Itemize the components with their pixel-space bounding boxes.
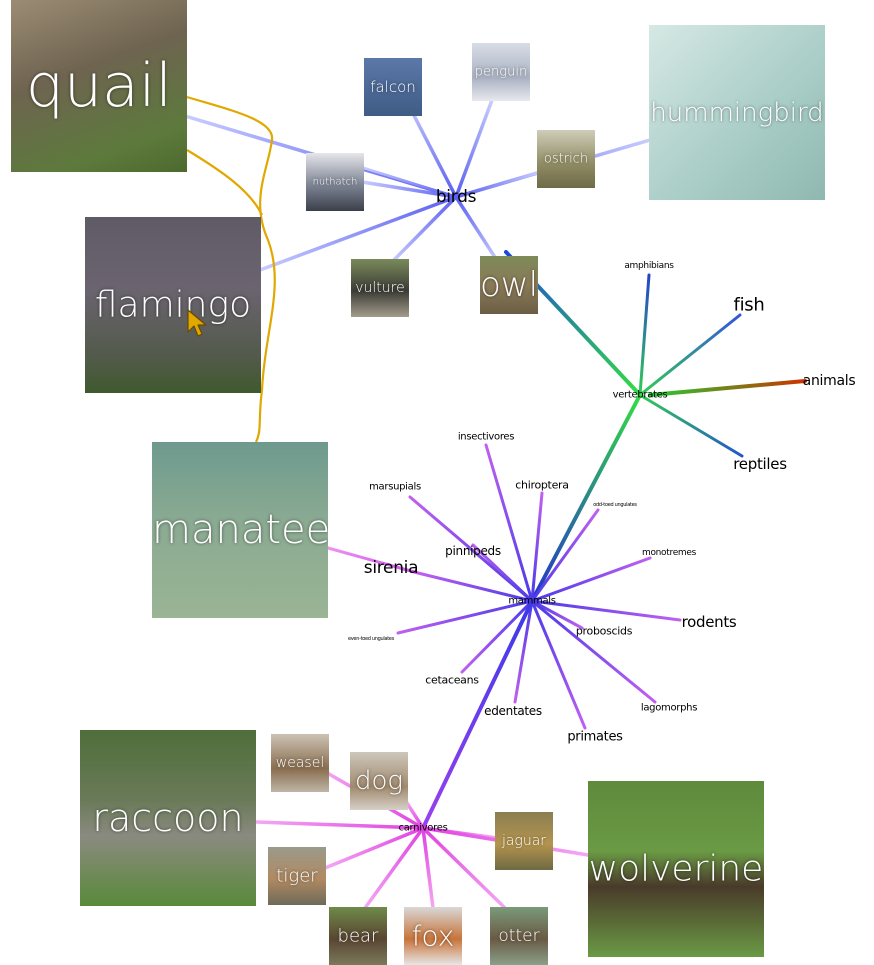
image-otter-label: otter bbox=[498, 926, 540, 946]
edge-carnivores-bear bbox=[363, 826, 425, 910]
edge-vertebrates-fish bbox=[638, 313, 742, 397]
edge-vertebrates-mammals bbox=[530, 393, 642, 603]
image-weasel[interactable]: weasel bbox=[271, 734, 329, 792]
cursor-pointer-icon bbox=[187, 309, 207, 337]
edge-mammals-primates bbox=[530, 599, 587, 730]
label-proboscids[interactable]: proboscids bbox=[575, 624, 633, 638]
edge-birds-nuthatch-2 bbox=[362, 166, 458, 199]
image-fox-label: fox bbox=[411, 919, 455, 953]
hub-carnivores[interactable]: carnivores bbox=[398, 822, 448, 834]
label-sirenia[interactable]: sirenia bbox=[363, 558, 419, 578]
image-tiger[interactable]: tiger bbox=[268, 847, 326, 905]
edge-vertebrates-animals bbox=[648, 379, 807, 397]
edge-carnivores-dog bbox=[403, 798, 425, 830]
edge-mammals-carnivores bbox=[421, 599, 534, 830]
image-vulture[interactable]: vulture bbox=[351, 259, 409, 317]
image-wolverine-label: wolverine bbox=[588, 848, 764, 890]
label-even-toed-ungulates[interactable]: even-toed ungulates bbox=[347, 636, 395, 642]
image-otter[interactable]: otter bbox=[490, 907, 548, 965]
image-jaguar-label: jaguar bbox=[501, 833, 547, 849]
label-rodents[interactable]: rodents bbox=[681, 613, 737, 631]
edge-mammals-pinnipeds bbox=[471, 543, 534, 603]
image-ostrich-label: ostrich bbox=[543, 151, 589, 167]
edge-mammals-chiroptera bbox=[530, 491, 544, 603]
image-tiger-label: tiger bbox=[276, 865, 318, 887]
edge-carnivores-fox bbox=[421, 826, 435, 910]
edge-mammals-even-toed bbox=[396, 599, 534, 635]
image-owl[interactable]: owl bbox=[480, 256, 538, 314]
edge-mammals-insectivores bbox=[484, 443, 534, 603]
edge-birds-nuthatch bbox=[360, 180, 458, 199]
edge-carnivores-raccoon bbox=[254, 820, 425, 830]
image-penguin-label: penguin bbox=[474, 64, 528, 80]
hub-birds[interactable]: birds bbox=[435, 187, 477, 207]
image-dog-label: dog bbox=[354, 766, 403, 796]
image-hummingbird[interactable]: hummingbird bbox=[649, 25, 825, 200]
image-flamingo-label: flamingo bbox=[94, 284, 252, 326]
edge-carnivores-tiger bbox=[323, 826, 425, 870]
label-edentates[interactable]: edentates bbox=[484, 704, 542, 718]
image-hummingbird-label: hummingbird bbox=[650, 97, 824, 128]
image-flamingo[interactable]: flamingo bbox=[85, 217, 261, 393]
label-lagomorphs[interactable]: lagomorphs bbox=[640, 702, 698, 714]
image-weasel-label: weasel bbox=[275, 755, 325, 771]
label-reptiles[interactable]: reptiles bbox=[733, 455, 787, 473]
edge-birds-falcon bbox=[404, 98, 458, 199]
edge-vertebrates-reptiles bbox=[638, 393, 744, 458]
image-wolverine[interactable]: wolverine bbox=[588, 781, 764, 957]
edge-mammals-manatee bbox=[326, 546, 420, 575]
image-raccoon[interactable]: raccoon bbox=[80, 730, 256, 906]
label-odd-toed-ungulates[interactable]: odd-toed ungulates bbox=[593, 502, 637, 508]
edge-birds-flamingo bbox=[258, 195, 458, 272]
label-amphibians[interactable]: amphibians bbox=[624, 261, 674, 271]
image-dog[interactable]: dog bbox=[350, 752, 408, 810]
image-vulture-label: vulture bbox=[355, 280, 405, 296]
edge-mammals-edentates bbox=[513, 599, 534, 704]
edge-birds-penguin bbox=[454, 98, 494, 199]
image-penguin[interactable]: penguin bbox=[472, 43, 530, 101]
edge-birds-ostrich bbox=[454, 170, 542, 199]
label-pinnipeds[interactable]: pinnipeds bbox=[445, 544, 501, 558]
label-fish[interactable]: fish bbox=[733, 294, 765, 316]
image-quail[interactable]: quail bbox=[11, 0, 187, 172]
edge-mammals-sirenia bbox=[416, 571, 534, 603]
label-animals[interactable]: animals bbox=[802, 373, 856, 389]
image-bear[interactable]: bear bbox=[329, 907, 387, 965]
edge-mammals-rodents bbox=[530, 599, 682, 622]
label-marsupials[interactable]: marsupials bbox=[369, 481, 421, 493]
image-nuthatch[interactable]: nuthatch bbox=[306, 153, 364, 211]
image-ostrich[interactable]: ostrich bbox=[537, 130, 595, 188]
image-raccoon-label: raccoon bbox=[92, 796, 244, 840]
edge-mammals-odd-toed bbox=[530, 508, 600, 603]
edge-mammals-proboscids bbox=[530, 599, 584, 630]
edge-vertebrates-amphibians bbox=[638, 273, 651, 397]
hub-mammals[interactable]: mammals bbox=[508, 595, 556, 607]
image-owl-label: owl bbox=[480, 265, 538, 305]
edge-carnivores-otter bbox=[421, 826, 507, 910]
edge-birds-owl bbox=[454, 195, 500, 264]
hub-vertebrates[interactable]: vertebrates bbox=[612, 389, 668, 401]
edge-birds-vulture bbox=[390, 195, 458, 264]
edge-mammals-cetaceans bbox=[460, 599, 534, 674]
image-falcon-label: falcon bbox=[370, 78, 416, 96]
image-falcon[interactable]: falcon bbox=[364, 58, 422, 116]
label-chiroptera[interactable]: chiroptera bbox=[515, 478, 569, 492]
image-manatee-label: manatee bbox=[152, 507, 328, 553]
image-fox[interactable]: fox bbox=[404, 907, 462, 965]
image-quail-label: quail bbox=[25, 51, 173, 121]
label-monotremes[interactable]: monotremes bbox=[641, 548, 697, 558]
label-insectivores[interactable]: insectivores bbox=[457, 431, 515, 443]
annotation-stroke bbox=[186, 95, 276, 443]
edge-mammals-monotremes bbox=[530, 556, 652, 603]
image-jaguar[interactable]: jaguar bbox=[495, 812, 553, 870]
edge-mammals-lagomorphs bbox=[530, 599, 657, 704]
image-nuthatch-label: nuthatch bbox=[312, 176, 358, 188]
label-primates[interactable]: primates bbox=[567, 729, 623, 745]
image-bear-label: bear bbox=[337, 925, 379, 947]
image-manatee[interactable]: manatee bbox=[152, 442, 328, 618]
label-cetaceans[interactable]: cetaceans bbox=[425, 673, 479, 687]
